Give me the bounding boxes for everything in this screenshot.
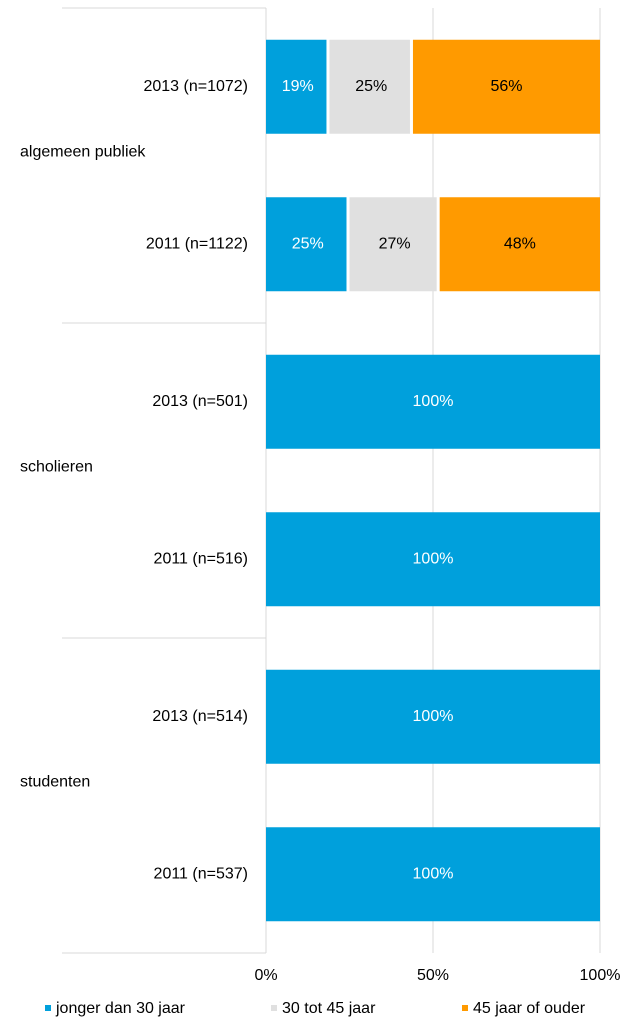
category-label: 2013 (n=514) (152, 708, 248, 725)
category-label: 2013 (n=1072) (143, 78, 248, 95)
bar-segment (266, 512, 600, 607)
value-label: 100% (413, 865, 454, 882)
x-tick-label: 50% (417, 967, 449, 984)
bar-segment (412, 39, 600, 134)
value-label: 100% (413, 393, 454, 410)
bar-segment (266, 354, 600, 449)
bar-segment (266, 197, 347, 292)
group-label: algemeen publiek (20, 144, 146, 161)
group-label: studenten (20, 774, 90, 791)
bar-segment (349, 197, 437, 292)
bar-segment (439, 197, 600, 292)
category-label: 2013 (n=501) (152, 393, 248, 410)
value-label: 25% (292, 235, 324, 252)
bar-segment (329, 39, 410, 134)
x-tick-label: 0% (254, 967, 277, 984)
group-label: scholieren (20, 459, 93, 476)
value-label: 56% (490, 78, 522, 95)
category-label: 2011 (n=516) (154, 550, 248, 567)
legend-label: 30 tot 45 jaar (282, 1000, 376, 1017)
value-label: 48% (504, 235, 536, 252)
category-label: 2011 (n=1122) (146, 235, 248, 252)
bar-segment (266, 39, 327, 134)
value-label: 25% (355, 78, 387, 95)
legend-swatch (271, 1005, 277, 1011)
category-label: 2011 (n=537) (154, 865, 248, 882)
value-label: 100% (413, 550, 454, 567)
bar-segment (266, 827, 600, 922)
legend-swatch (462, 1005, 468, 1011)
legend-label: 45 jaar of ouder (473, 1000, 586, 1017)
bar-segment (266, 669, 600, 764)
legend-label: jonger dan 30 jaar (55, 1000, 186, 1017)
value-label: 27% (379, 235, 411, 252)
value-label: 19% (282, 78, 314, 95)
x-tick-label: 100% (580, 967, 621, 984)
value-label: 100% (413, 708, 454, 725)
legend-swatch (45, 1005, 51, 1011)
